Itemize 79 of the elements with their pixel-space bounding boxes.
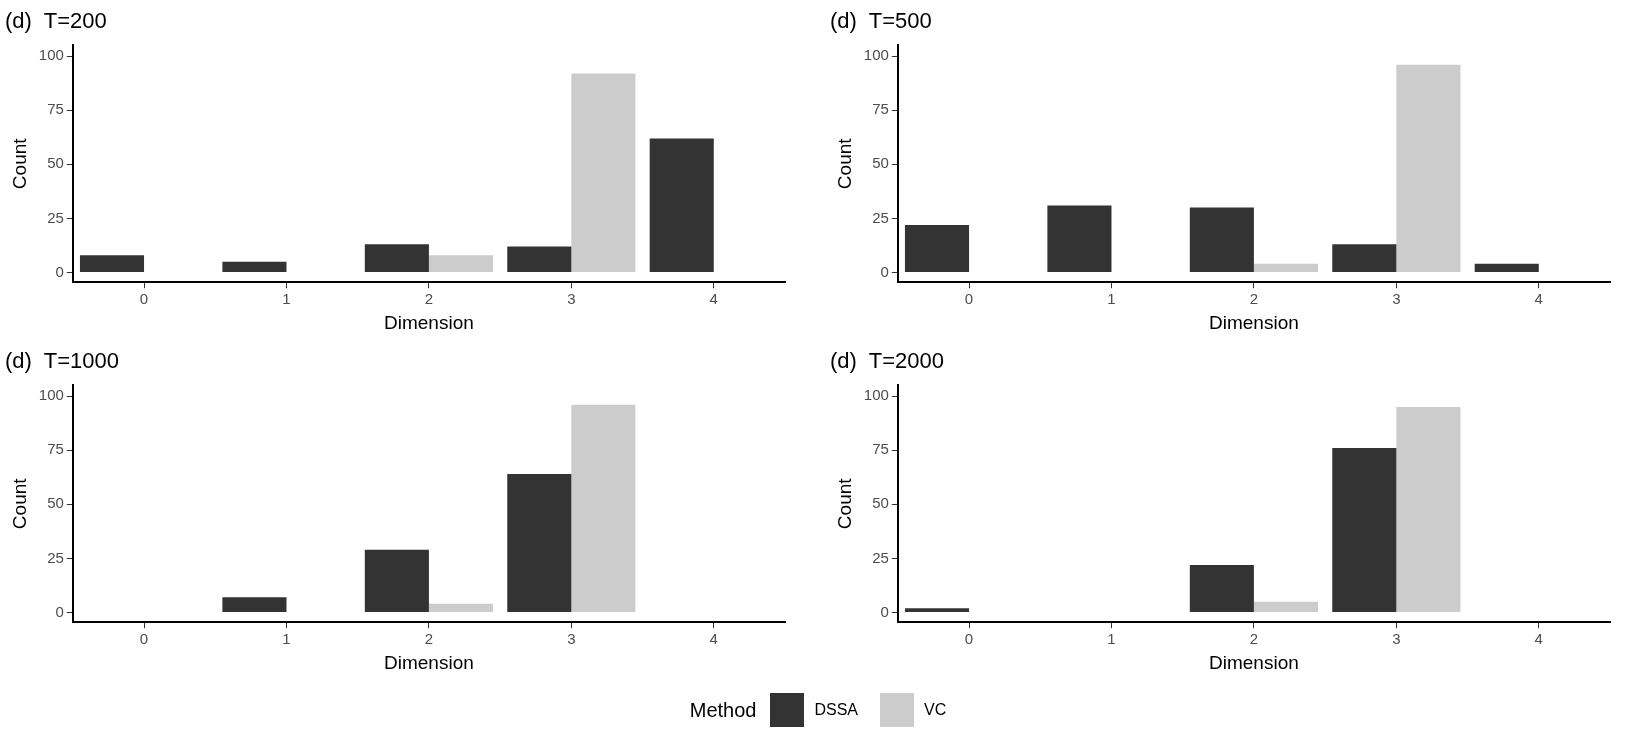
y-tick-label: 0 [880, 602, 889, 620]
bar [1474, 263, 1539, 272]
x-tick-label: 2 [1249, 290, 1259, 308]
y-tick-label: 0 [55, 602, 64, 620]
y-axis-title: Count [8, 477, 30, 530]
bar [1396, 64, 1461, 272]
y-tick-label: 100 [863, 386, 889, 404]
x-axis-title: Dimension [1209, 651, 1299, 673]
bar [364, 244, 429, 272]
bar [1189, 207, 1254, 272]
y-tick-label: 0 [880, 262, 889, 280]
bar [428, 255, 494, 272]
chart-title: (d) T=500 [830, 8, 932, 34]
bar [79, 255, 145, 272]
x-axis-title: Dimension [384, 311, 474, 333]
x-tick-label: 0 [139, 630, 149, 648]
y-tick-label: 0 [55, 262, 64, 280]
x-tick-label: 4 [1534, 290, 1543, 308]
bar [1253, 601, 1319, 612]
y-tick-label: 25 [47, 208, 64, 226]
x-tick-label: 3 [567, 630, 576, 648]
legend-label: VC [924, 701, 947, 719]
bar [904, 608, 970, 612]
x-tick-label: 2 [1249, 630, 1259, 648]
y-tick-label: 75 [47, 100, 64, 118]
y-tick-label: 25 [872, 548, 889, 566]
y-axis-title: Count [8, 137, 30, 190]
x-tick-label: 3 [1392, 290, 1401, 308]
bar [222, 261, 287, 272]
x-tick-label: 2 [424, 630, 434, 648]
chart-title: (d) T=2000 [830, 348, 944, 374]
bar [507, 246, 572, 272]
bar [1189, 564, 1254, 612]
x-tick-label: 3 [1392, 630, 1401, 648]
x-tick-label: 0 [964, 630, 974, 648]
bar [364, 549, 429, 612]
bar [222, 597, 287, 612]
y-tick-label: 100 [38, 386, 64, 404]
y-tick-label: 100 [38, 46, 64, 64]
bar [571, 404, 636, 612]
y-tick-label: 75 [872, 100, 889, 118]
y-tick-label: 75 [872, 440, 889, 458]
chart-title: (d) T=200 [5, 8, 107, 34]
y-axis-title: Count [833, 477, 855, 530]
y-tick-label: 25 [872, 208, 889, 226]
x-tick-label: 1 [1107, 630, 1116, 648]
bar [1047, 205, 1112, 272]
x-tick-label: 3 [567, 290, 576, 308]
bar [571, 73, 636, 272]
legend-title: Method [689, 698, 757, 722]
y-axis-title: Count [833, 137, 855, 190]
y-tick-label: 75 [47, 440, 64, 458]
x-tick-label: 0 [139, 290, 149, 308]
y-tick-label: 50 [47, 154, 64, 172]
x-tick-label: 1 [282, 290, 291, 308]
chart-title: (d) T=1000 [5, 348, 119, 374]
x-tick-label: 4 [709, 630, 718, 648]
bar [428, 603, 494, 612]
bar [507, 474, 572, 612]
bar [1253, 263, 1319, 272]
bar [1332, 244, 1397, 272]
legend-label: DSSA [814, 701, 859, 719]
x-tick-label: 2 [424, 290, 434, 308]
y-tick-label: 50 [872, 154, 889, 172]
x-tick-label: 1 [282, 630, 291, 648]
y-tick-label: 50 [872, 494, 889, 512]
bar [904, 224, 970, 272]
x-tick-label: 4 [709, 290, 718, 308]
x-tick-label: 0 [964, 290, 974, 308]
y-tick-label: 100 [863, 46, 889, 64]
bar [649, 138, 714, 272]
x-tick-label: 1 [1107, 290, 1116, 308]
x-tick-label: 4 [1534, 630, 1543, 648]
x-axis-title: Dimension [384, 651, 474, 673]
y-tick-label: 25 [47, 548, 64, 566]
y-tick-label: 50 [47, 494, 64, 512]
bar [1396, 407, 1461, 612]
x-axis-title: Dimension [1209, 311, 1299, 333]
bar [1332, 448, 1397, 612]
